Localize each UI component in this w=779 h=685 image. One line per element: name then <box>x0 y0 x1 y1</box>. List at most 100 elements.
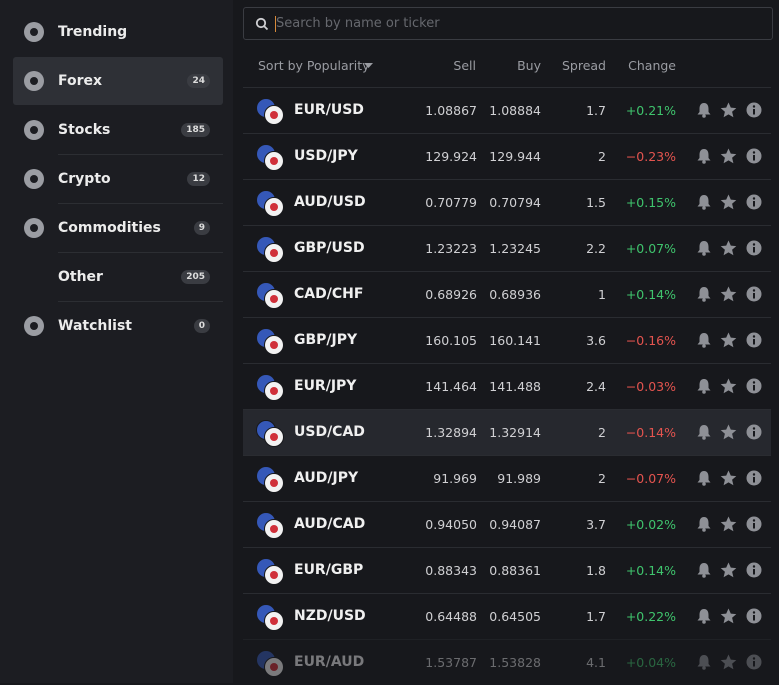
table-row[interactable]: GBP/USD 1.23223 1.23245 2.2 +0.07% <box>243 225 771 271</box>
table-row[interactable]: AUD/JPY 91.969 91.989 2 −0.07% <box>243 455 771 501</box>
item-label: Forex <box>58 73 103 89</box>
alert-icon[interactable] <box>696 102 712 118</box>
pair-name[interactable]: AUD/JPY <box>294 470 359 486</box>
watchlist-star[interactable] <box>720 608 737 624</box>
sell-price: 141.464 <box>425 379 477 394</box>
table-row[interactable]: AUD/USD 0.70779 0.70794 1.5 +0.15% <box>243 179 771 225</box>
pair-name[interactable]: AUD/CAD <box>294 516 366 532</box>
watchlist-star[interactable] <box>720 516 737 532</box>
pair-name[interactable]: EUR/AUD <box>294 654 365 670</box>
pair-name[interactable]: EUR/GBP <box>294 562 364 578</box>
watchlist-star[interactable] <box>720 654 737 670</box>
table-row[interactable]: EUR/JPY 141.464 141.488 2.4 −0.03% <box>243 363 771 409</box>
alert-icon[interactable] <box>696 148 712 164</box>
alert-icon[interactable] <box>696 654 712 670</box>
pair-name[interactable]: GBP/JPY <box>294 332 358 348</box>
change: −0.07% <box>625 471 676 486</box>
table-row[interactable]: EUR/USD 1.08867 1.08884 1.7 +0.21% <box>243 87 771 133</box>
column-header[interactable]: Buy <box>517 58 541 73</box>
watchlist-star[interactable] <box>720 194 737 210</box>
column-header[interactable]: Sort by Popularity <box>258 58 370 73</box>
watchlist-star[interactable] <box>720 102 737 118</box>
watchlist-star[interactable] <box>720 240 737 256</box>
alert-icon[interactable] <box>696 562 712 578</box>
info-icon[interactable] <box>746 148 762 164</box>
pair-name[interactable]: EUR/USD <box>294 102 364 118</box>
watchlist-star[interactable] <box>720 424 737 440</box>
buy-price: 129.944 <box>489 149 541 164</box>
table-row[interactable]: USD/JPY 129.924 129.944 2 −0.23% <box>243 133 771 179</box>
watchlist-star[interactable] <box>720 286 737 302</box>
info-icon[interactable] <box>746 516 762 532</box>
info-icon[interactable] <box>746 102 762 118</box>
info-icon[interactable] <box>746 332 762 348</box>
pair-name[interactable]: USD/JPY <box>294 148 358 164</box>
alert-icon[interactable] <box>696 240 712 256</box>
alert-icon[interactable] <box>696 378 712 394</box>
column-header[interactable]: Sell <box>453 58 476 73</box>
watchlist-star[interactable] <box>720 470 737 486</box>
info-icon[interactable] <box>746 286 762 302</box>
pair-name[interactable]: CAD/CHF <box>294 286 364 302</box>
info-icon[interactable] <box>746 424 762 440</box>
sidebar-item[interactable]: Commodities 9 <box>13 204 223 253</box>
info-icon[interactable] <box>746 194 762 210</box>
table-row[interactable]: EUR/AUD 1.53787 1.53828 4.1 +0.04% <box>243 639 771 685</box>
search-box[interactable]: Search by name or ticker <box>243 7 773 40</box>
sidebar-item[interactable]: Watchlist 0 <box>13 302 223 350</box>
item-label: Commodities <box>58 220 161 236</box>
sidebar-item[interactable]: Other 205 <box>13 253 223 302</box>
info-icon[interactable] <box>746 654 762 670</box>
info-icon[interactable] <box>746 378 762 394</box>
category-icon <box>24 218 44 238</box>
pair-flag <box>256 282 284 309</box>
sidebar-item[interactable]: Forex 24 <box>13 57 223 105</box>
sell-price: 1.23223 <box>425 241 477 256</box>
table-row[interactable]: EUR/GBP 0.88343 0.88361 1.8 +0.14% <box>243 547 771 593</box>
table-row[interactable]: GBP/JPY 160.105 160.141 3.6 −0.16% <box>243 317 771 363</box>
info-icon[interactable] <box>746 608 762 624</box>
alert-icon[interactable] <box>696 608 712 624</box>
pair-name[interactable]: NZD/USD <box>294 608 366 624</box>
sidebar-item[interactable]: Stocks 185 <box>13 106 223 155</box>
pair-flag <box>256 466 284 493</box>
table-row[interactable]: CAD/CHF 0.68926 0.68936 1 +0.14% <box>243 271 771 317</box>
spread: 2.2 <box>586 241 606 256</box>
alert-icon[interactable] <box>696 470 712 486</box>
pair-name[interactable]: USD/CAD <box>294 424 365 440</box>
info-icon[interactable] <box>746 562 762 578</box>
watchlist-star[interactable] <box>720 562 737 578</box>
info-icon[interactable] <box>746 470 762 486</box>
pair-name[interactable]: EUR/JPY <box>294 378 357 394</box>
pair-name[interactable]: GBP/USD <box>294 240 365 256</box>
spread: 2 <box>598 149 606 164</box>
sidebar-item[interactable]: Crypto 12 <box>13 155 223 204</box>
column-header[interactable]: Spread <box>561 58 606 73</box>
alert-icon[interactable] <box>696 332 712 348</box>
buy-price: 1.32914 <box>489 425 541 440</box>
table-row[interactable]: NZD/USD 0.64488 0.64505 1.7 +0.22% <box>243 593 771 639</box>
info-icon[interactable] <box>746 240 762 256</box>
pair-flag <box>256 374 284 401</box>
item-label: Crypto <box>58 171 111 187</box>
watchlist-star[interactable] <box>720 148 737 164</box>
pair-name[interactable]: AUD/USD <box>294 194 366 210</box>
separator <box>58 252 223 253</box>
column-header[interactable]: Change <box>628 58 676 73</box>
table-row[interactable]: AUD/CAD 0.94050 0.94087 3.7 +0.02% <box>243 501 771 547</box>
sidebar-item[interactable]: Trending <box>13 8 223 56</box>
buy-price: 0.70794 <box>489 195 541 210</box>
alert-icon[interactable] <box>696 194 712 210</box>
watchlist-star[interactable] <box>720 332 737 348</box>
category-icon <box>24 71 44 91</box>
alert-icon[interactable] <box>696 286 712 302</box>
buy-price: 0.88361 <box>489 563 541 578</box>
watchlist-star[interactable] <box>720 378 737 394</box>
item-count: 205 <box>181 270 210 284</box>
buy-price: 0.94087 <box>489 517 541 532</box>
table-row[interactable]: USD/CAD 1.32894 1.32914 2 −0.14% <box>243 409 771 455</box>
alert-icon[interactable] <box>696 424 712 440</box>
alert-icon[interactable] <box>696 516 712 532</box>
buy-price: 1.08884 <box>489 103 541 118</box>
